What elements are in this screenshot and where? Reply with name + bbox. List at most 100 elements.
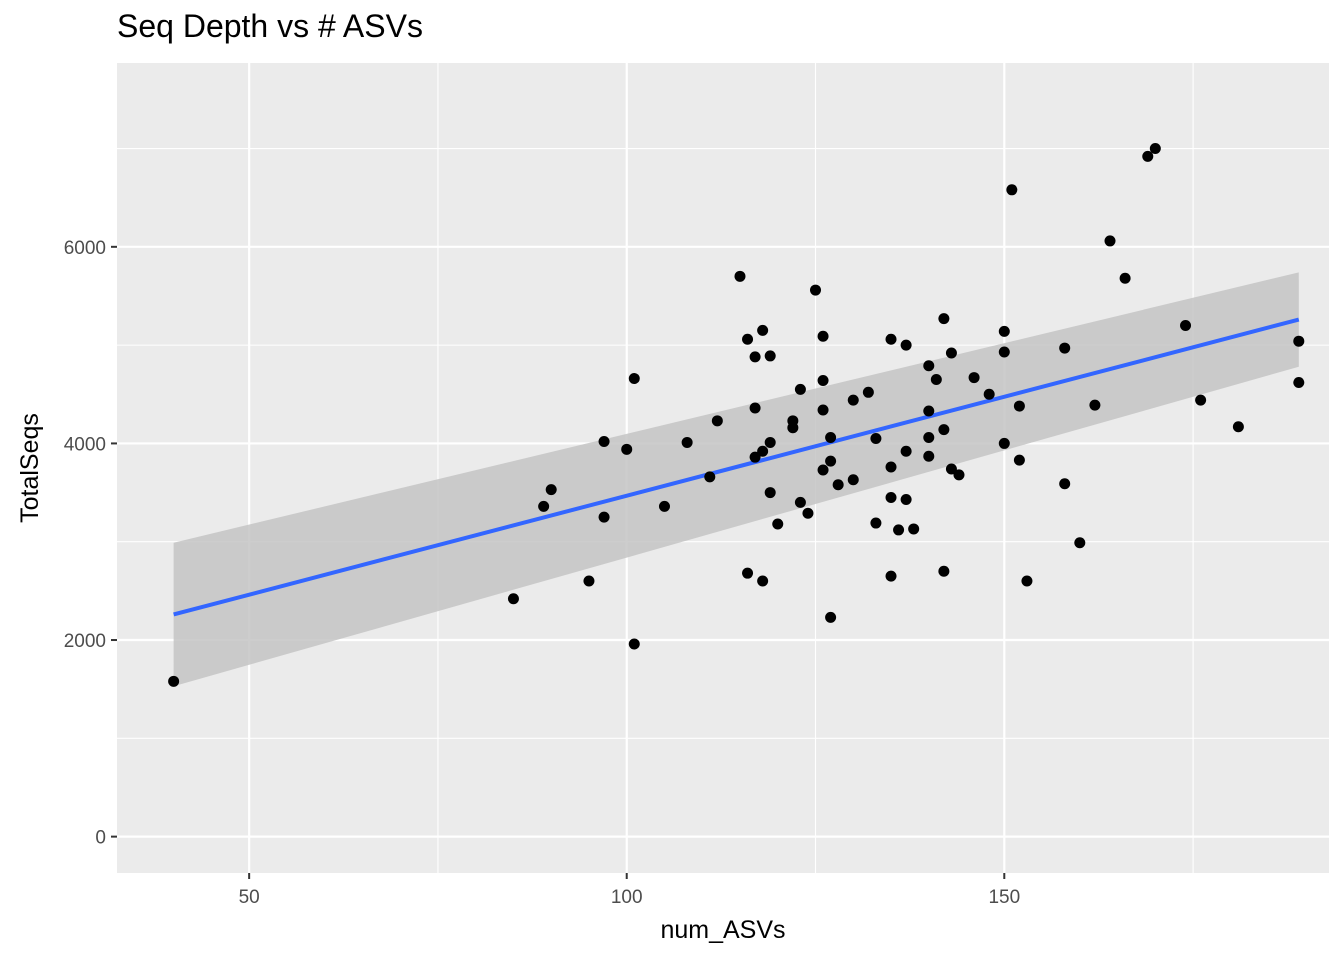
- data-point: [749, 351, 761, 363]
- data-point: [938, 565, 950, 577]
- data-point: [1119, 272, 1131, 284]
- data-point: [704, 471, 716, 483]
- y-axis-title: TotalSeqs: [16, 413, 44, 523]
- data-point: [923, 450, 935, 462]
- data-point: [870, 517, 882, 529]
- data-point: [794, 496, 806, 508]
- data-point: [945, 463, 957, 475]
- data-point: [1021, 575, 1033, 587]
- y-tick-label: 2000: [64, 631, 106, 652]
- data-point: [742, 333, 754, 345]
- grid-major: [117, 63, 1329, 873]
- data-point: [900, 339, 912, 351]
- data-point: [938, 424, 950, 436]
- data-point: [598, 511, 610, 523]
- data-point: [923, 360, 935, 372]
- data-point: [1142, 150, 1154, 162]
- data-point: [1180, 319, 1192, 331]
- data-point: [742, 567, 754, 579]
- data-point: [757, 324, 769, 336]
- y-tick-label: 6000: [64, 238, 106, 259]
- data-point: [825, 611, 837, 623]
- data-point: [998, 346, 1010, 358]
- y-tick-label: 0: [95, 828, 106, 849]
- data-point: [923, 432, 935, 444]
- data-point: [787, 422, 799, 434]
- x-tick-label: 100: [611, 887, 643, 908]
- data-point: [810, 284, 822, 296]
- data-point: [1232, 421, 1244, 433]
- data-point: [507, 593, 519, 605]
- data-point: [711, 415, 723, 427]
- data-point: [1013, 400, 1025, 412]
- data-point: [923, 405, 935, 417]
- data-point: [1104, 235, 1116, 247]
- data-point: [628, 638, 640, 650]
- data-point: [658, 500, 670, 512]
- data-point: [764, 350, 776, 362]
- data-point: [817, 404, 829, 416]
- data-point: [1059, 342, 1071, 354]
- data-point: [983, 388, 995, 400]
- data-point: [1195, 394, 1207, 406]
- data-point: [817, 330, 829, 342]
- data-point: [825, 455, 837, 467]
- data-point: [847, 394, 859, 406]
- data-point: [583, 575, 595, 587]
- data-point: [621, 443, 633, 455]
- data-point: [885, 461, 897, 473]
- data-point: [545, 484, 557, 496]
- chart-title: Seq Depth vs # ASVs: [117, 8, 423, 44]
- data-point: [757, 445, 769, 457]
- data-point: [628, 373, 640, 385]
- data-point: [538, 500, 550, 512]
- data-point: [681, 436, 693, 448]
- data-point: [893, 524, 905, 536]
- data-point: [885, 570, 897, 582]
- data-point: [862, 386, 874, 398]
- data-point: [1293, 376, 1305, 388]
- data-point: [885, 491, 897, 503]
- data-point: [998, 325, 1010, 337]
- data-point: [817, 464, 829, 476]
- data-point: [749, 451, 761, 463]
- data-point: [945, 347, 957, 359]
- y-tick-label: 4000: [64, 434, 106, 455]
- data-point: [953, 469, 965, 481]
- data-point: [930, 374, 942, 386]
- data-point: [749, 402, 761, 414]
- data-point: [764, 436, 776, 448]
- data-point: [794, 383, 806, 395]
- data-point: [900, 493, 912, 505]
- data-point: [1059, 478, 1071, 490]
- data-point: [908, 523, 920, 535]
- x-tick-label: 150: [988, 887, 1020, 908]
- data-point: [938, 313, 950, 325]
- data-point: [817, 375, 829, 387]
- data-point: [847, 474, 859, 486]
- data-point: [772, 518, 784, 530]
- regression-line: [173, 317, 1300, 617]
- data-point: [825, 432, 837, 444]
- x-axis: 50 100 150: [239, 873, 1020, 908]
- y-axis: 0 2000 4000 6000: [64, 238, 117, 849]
- data-point: [168, 675, 180, 687]
- data-point: [802, 507, 814, 519]
- data-point: [1293, 335, 1305, 347]
- data-point: [968, 372, 980, 384]
- x-tick-label: 50: [239, 887, 260, 908]
- data-point: [1013, 454, 1025, 466]
- data-points: [168, 143, 1305, 687]
- data-point: [1006, 184, 1018, 196]
- data-point: [764, 487, 776, 499]
- x-axis-title: num_ASVs: [660, 916, 785, 944]
- data-point: [757, 575, 769, 587]
- data-point: [734, 270, 746, 282]
- data-point: [870, 433, 882, 445]
- confidence-band: [173, 272, 1299, 687]
- data-point: [1074, 537, 1086, 549]
- data-point: [1089, 399, 1101, 411]
- data-point: [998, 437, 1010, 449]
- data-point: [832, 479, 844, 491]
